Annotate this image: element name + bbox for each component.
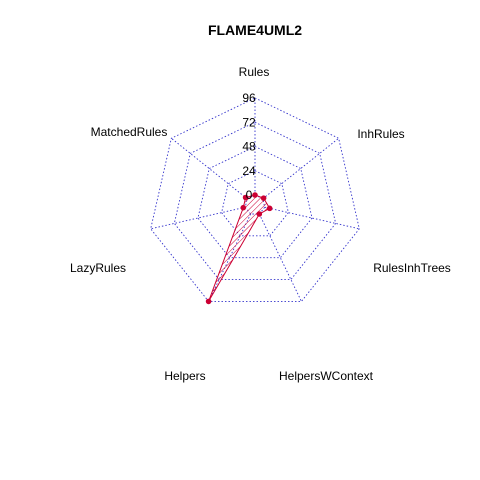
axis-label: LazyRules: [70, 261, 126, 275]
chart-title: FLAME4UML2: [208, 22, 302, 38]
radar-axis-labels: 0 24 48 72 96 Rules InhRules RulesInhTrees Helpe…: [70, 65, 451, 383]
axis-label: Helpers: [164, 369, 205, 383]
data-point: [240, 204, 247, 211]
axis-label: Rules: [239, 65, 270, 79]
tick-label: 24: [242, 164, 256, 178]
grid-spoke: [171, 137, 248, 200]
grid-spoke: [264, 206, 360, 230]
tick-label: 0: [246, 188, 253, 202]
data-point: [242, 194, 249, 201]
data-point: [252, 192, 258, 198]
series-area: [208, 194, 271, 302]
axis-label: RulesInhTrees: [373, 261, 451, 275]
data-point: [260, 195, 267, 201]
data-point: [256, 211, 263, 217]
grid-spoke: [262, 137, 339, 200]
grid-spoke: [258, 213, 302, 302]
axis-label: MatchedRules: [91, 125, 168, 139]
data-point: [205, 298, 212, 305]
tick-label: 96: [242, 91, 256, 105]
axis-label: HelpersWContext: [279, 369, 374, 383]
tick-label: 72: [242, 115, 256, 129]
radar-series: [205, 192, 273, 305]
axis-label: InhRules: [357, 127, 404, 141]
grid-spoke: [150, 206, 246, 230]
tick-label: 48: [242, 140, 256, 154]
data-point: [266, 205, 273, 212]
